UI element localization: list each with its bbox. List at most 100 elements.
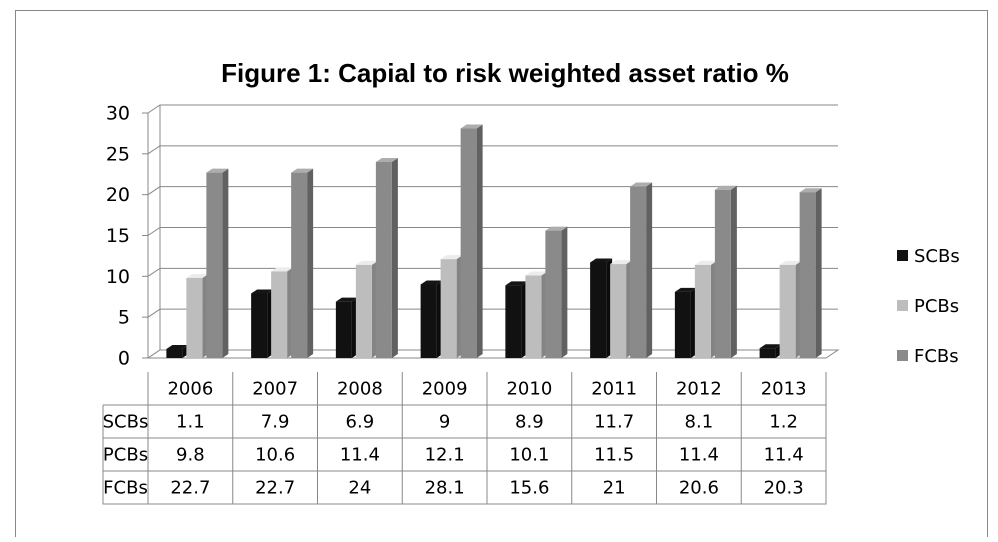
bar-side: [815, 188, 822, 358]
table-value: 6.9: [346, 412, 375, 433]
bar-side: [222, 168, 229, 358]
y-tick-label: 30: [106, 103, 130, 125]
legend-label: PCBs: [914, 296, 959, 317]
table-row-label: PCBs: [103, 445, 148, 466]
bar: [420, 284, 437, 358]
bar-top: [355, 260, 378, 265]
legend-swatch: [897, 300, 908, 311]
table-value: 10.6: [255, 445, 295, 466]
bar: [251, 293, 268, 358]
y-tick-label: 25: [106, 143, 130, 165]
bar: [271, 271, 288, 358]
bar-top: [694, 260, 717, 265]
table-value: 22.7: [170, 478, 210, 499]
bar: [186, 277, 203, 358]
table-value: 15.6: [509, 478, 549, 499]
bar: [759, 348, 776, 358]
x-tick-label: 2008: [337, 379, 383, 400]
bar: [799, 192, 816, 358]
bar: [166, 349, 183, 358]
bar-side: [646, 182, 653, 358]
bar: [779, 264, 796, 358]
y-tick-label: 15: [106, 225, 130, 247]
legend-label: SCBs: [914, 246, 960, 267]
bar-top: [166, 345, 189, 350]
bar-top: [779, 260, 802, 265]
bar-top: [335, 297, 358, 302]
bar-top: [759, 344, 782, 349]
grid-line: [147, 186, 838, 196]
bar-top: [375, 158, 398, 162]
table-value: 1.1: [176, 412, 205, 433]
bar: [206, 172, 223, 358]
x-tick-label: 2007: [252, 379, 298, 400]
bar-top: [545, 226, 568, 231]
bar-side: [307, 168, 314, 358]
grid-line: [147, 104, 838, 114]
table-row-label: SCBs: [103, 412, 149, 433]
table-value: 20.3: [764, 478, 804, 499]
x-tick-label: 2011: [591, 379, 637, 400]
bar: [335, 301, 352, 358]
y-tick-label: 10: [106, 266, 130, 288]
grid-line: [147, 145, 838, 155]
chart-border: [15, 10, 988, 537]
grid-line: [147, 227, 838, 236]
bar-top: [714, 185, 737, 190]
bar: [630, 186, 647, 358]
table-value: 7.9: [261, 412, 290, 433]
table-value: 11.5: [594, 445, 634, 466]
bar: [505, 285, 522, 358]
bar-top: [206, 168, 229, 173]
chart-title: Figure 1: Capial to risk weighted asset …: [221, 58, 789, 88]
bar: [291, 172, 308, 358]
bar: [674, 291, 691, 358]
table-value: 11.4: [340, 445, 380, 466]
x-tick-label: 2009: [422, 379, 468, 400]
table-value: 8.9: [515, 412, 544, 433]
bar-top: [440, 255, 463, 260]
table-value: 11.7: [594, 412, 634, 433]
bar-top: [251, 289, 274, 294]
table-value: 28.1: [425, 478, 465, 499]
x-tick-label: 2010: [506, 379, 552, 400]
bar-top: [186, 273, 209, 278]
table-value: 24: [348, 478, 371, 499]
y-tick-label: 0: [118, 348, 130, 370]
table-value: 11.4: [679, 445, 719, 466]
bar: [460, 128, 477, 358]
table-value: 1.2: [769, 412, 798, 433]
x-tick-label: 2012: [676, 379, 722, 400]
bar-top: [799, 188, 822, 193]
bar: [610, 264, 627, 358]
bar-side: [730, 185, 737, 358]
bar: [375, 162, 392, 358]
table-value: 10.1: [509, 445, 549, 466]
bar-top: [420, 280, 443, 285]
table-row-label: FCBs: [103, 478, 148, 499]
table-value: 12.1: [425, 445, 465, 466]
x-tick-label: 2006: [167, 379, 213, 400]
bar-side: [561, 226, 568, 358]
bar: [590, 262, 607, 358]
y-tick-label: 20: [106, 184, 130, 206]
bar-top: [674, 287, 697, 292]
bar-side: [476, 124, 483, 358]
table-value: 9: [439, 412, 450, 433]
bar-top: [291, 168, 314, 173]
bar: [440, 259, 457, 358]
bar: [545, 230, 562, 358]
bar: [355, 264, 372, 358]
bar: [714, 189, 731, 358]
bar-top: [610, 260, 633, 265]
table-value: 8.1: [685, 412, 714, 433]
bar: [694, 264, 711, 358]
bar-top: [590, 258, 613, 263]
legend-swatch: [897, 350, 908, 361]
bar-top: [460, 124, 483, 129]
legend-label: FCBs: [914, 346, 959, 367]
bar-top: [630, 182, 653, 187]
legend-swatch: [897, 250, 908, 261]
y-tick-label: 5: [118, 307, 130, 329]
